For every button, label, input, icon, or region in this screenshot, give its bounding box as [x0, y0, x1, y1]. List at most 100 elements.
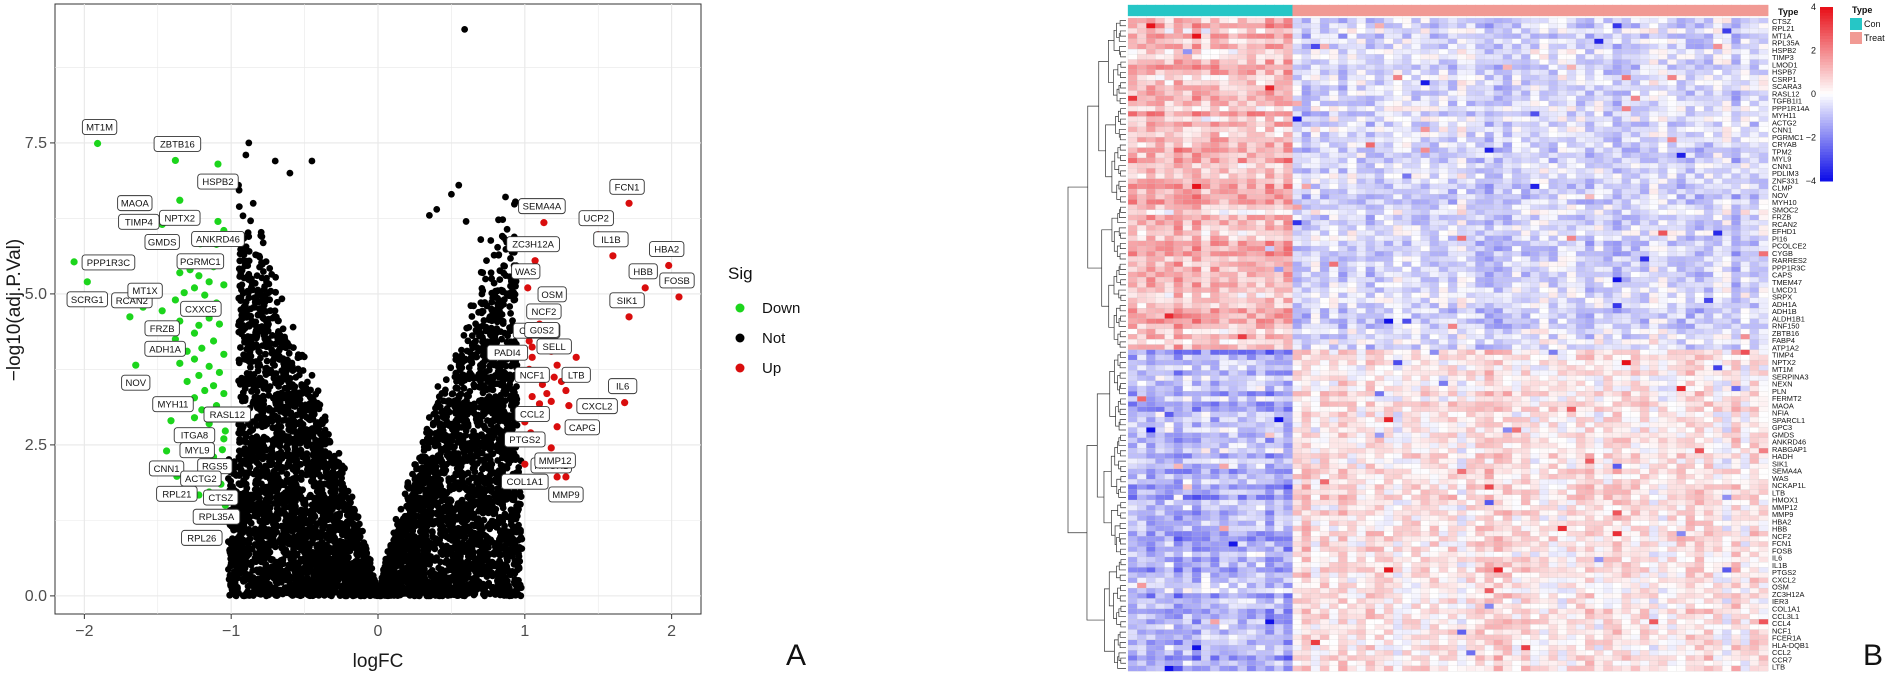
point-not	[514, 563, 522, 570]
point-not	[277, 557, 285, 564]
point-not	[485, 366, 493, 374]
point-not	[297, 525, 305, 532]
point-not	[303, 532, 310, 540]
point-not	[292, 497, 299, 505]
point-not	[283, 362, 291, 370]
point-not	[239, 525, 246, 533]
point-not	[507, 402, 515, 409]
point-not	[282, 443, 290, 451]
point-not	[235, 480, 243, 488]
point-not	[297, 488, 304, 495]
point-not	[235, 453, 243, 461]
point-not	[235, 203, 243, 211]
point-not	[299, 453, 306, 461]
point-not	[316, 504, 324, 511]
point-not	[487, 451, 495, 458]
point-not	[435, 564, 443, 572]
point-not	[288, 420, 296, 428]
point-not	[289, 323, 297, 331]
point-not	[285, 349, 293, 357]
point-not	[462, 569, 469, 576]
point-not	[409, 470, 416, 478]
point-not	[446, 566, 454, 574]
point-not	[240, 423, 247, 430]
point-not	[281, 528, 289, 536]
point-not	[308, 531, 316, 538]
point-not	[500, 463, 508, 470]
point-not	[287, 409, 295, 416]
point-not	[416, 454, 423, 462]
point-not	[331, 524, 339, 531]
point-not	[498, 396, 505, 404]
point-not	[468, 404, 475, 412]
point-not	[511, 296, 519, 304]
point-not	[472, 326, 480, 334]
point-not	[498, 499, 506, 507]
point-not	[445, 516, 453, 523]
point-not	[237, 548, 245, 555]
point-not	[495, 216, 502, 224]
point-not	[421, 518, 429, 525]
point-not	[462, 591, 470, 598]
point-not	[265, 498, 273, 505]
point-not	[410, 542, 417, 549]
point-not	[278, 367, 286, 375]
point-not	[256, 298, 263, 306]
point-not	[489, 505, 497, 512]
point-not	[440, 463, 448, 470]
point-not	[429, 497, 437, 505]
point-not	[243, 515, 251, 523]
point-not	[244, 373, 252, 380]
point-not	[478, 285, 486, 292]
point-not	[255, 544, 263, 552]
point-not	[271, 479, 279, 486]
point-not	[446, 458, 454, 466]
point-not	[238, 315, 246, 323]
point-not	[339, 531, 346, 539]
point-not	[261, 515, 269, 523]
point-not	[276, 375, 284, 382]
point-not	[294, 365, 302, 373]
point-not	[495, 411, 503, 419]
point-not	[474, 579, 482, 586]
point-not	[288, 383, 295, 390]
point-not	[336, 561, 343, 569]
point-not	[238, 397, 246, 405]
point-not	[265, 406, 273, 414]
point-not	[317, 455, 325, 463]
point-not	[480, 370, 487, 378]
point-not	[340, 568, 348, 575]
point-not	[350, 505, 358, 513]
point-not	[308, 371, 316, 379]
point-not	[510, 578, 518, 586]
point-not	[502, 272, 510, 279]
point-not	[494, 570, 502, 577]
point-not	[275, 328, 282, 335]
point-not	[507, 517, 515, 525]
point-not	[303, 442, 311, 450]
point-not	[236, 436, 244, 443]
point-not	[507, 255, 514, 262]
point-not	[248, 545, 256, 553]
point-not	[244, 470, 251, 478]
point-not	[472, 320, 479, 328]
point-not	[260, 532, 268, 540]
point-not	[502, 193, 509, 201]
point-not	[267, 307, 274, 315]
point-not	[460, 544, 468, 552]
point-not	[450, 506, 458, 514]
point-not	[483, 257, 490, 264]
point-not	[493, 539, 501, 547]
point-not	[470, 302, 477, 310]
point-not	[476, 403, 484, 411]
point-not	[288, 556, 296, 564]
point-not	[254, 575, 262, 583]
point-not	[380, 567, 388, 575]
point-not	[473, 460, 481, 467]
point-not	[517, 534, 525, 541]
point-not	[243, 345, 251, 353]
point-not	[308, 432, 315, 440]
point-not	[285, 534, 293, 541]
point-not	[506, 585, 513, 592]
point-not	[280, 571, 288, 579]
